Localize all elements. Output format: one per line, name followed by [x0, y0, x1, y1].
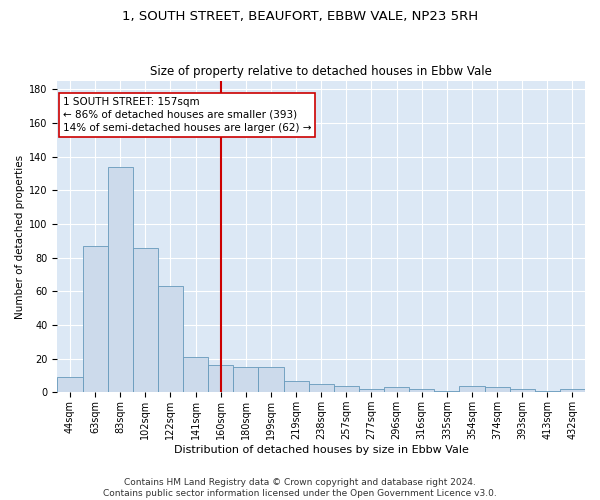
Bar [284, 380, 308, 392]
Text: 1, SOUTH STREET, BEAUFORT, EBBW VALE, NP23 5RH: 1, SOUTH STREET, BEAUFORT, EBBW VALE, NP… [122, 10, 478, 23]
Bar [133, 248, 158, 392]
Bar [308, 384, 334, 392]
Bar [535, 390, 560, 392]
Bar [560, 389, 585, 392]
Bar [409, 389, 434, 392]
X-axis label: Distribution of detached houses by size in Ebbw Vale: Distribution of detached houses by size … [174, 445, 469, 455]
Title: Size of property relative to detached houses in Ebbw Vale: Size of property relative to detached ho… [150, 66, 492, 78]
Bar [259, 367, 284, 392]
Bar [485, 388, 509, 392]
Bar [509, 389, 535, 392]
Bar [158, 286, 183, 393]
Text: Contains HM Land Registry data © Crown copyright and database right 2024.
Contai: Contains HM Land Registry data © Crown c… [103, 478, 497, 498]
Text: 1 SOUTH STREET: 157sqm
← 86% of detached houses are smaller (393)
14% of semi-de: 1 SOUTH STREET: 157sqm ← 86% of detached… [62, 96, 311, 133]
Bar [107, 167, 133, 392]
Bar [359, 389, 384, 392]
Bar [334, 386, 359, 392]
Bar [83, 246, 107, 392]
Bar [58, 377, 83, 392]
Bar [208, 366, 233, 392]
Y-axis label: Number of detached properties: Number of detached properties [15, 154, 25, 318]
Bar [233, 367, 259, 392]
Bar [434, 390, 460, 392]
Bar [183, 357, 208, 392]
Bar [460, 386, 485, 392]
Bar [384, 388, 409, 392]
